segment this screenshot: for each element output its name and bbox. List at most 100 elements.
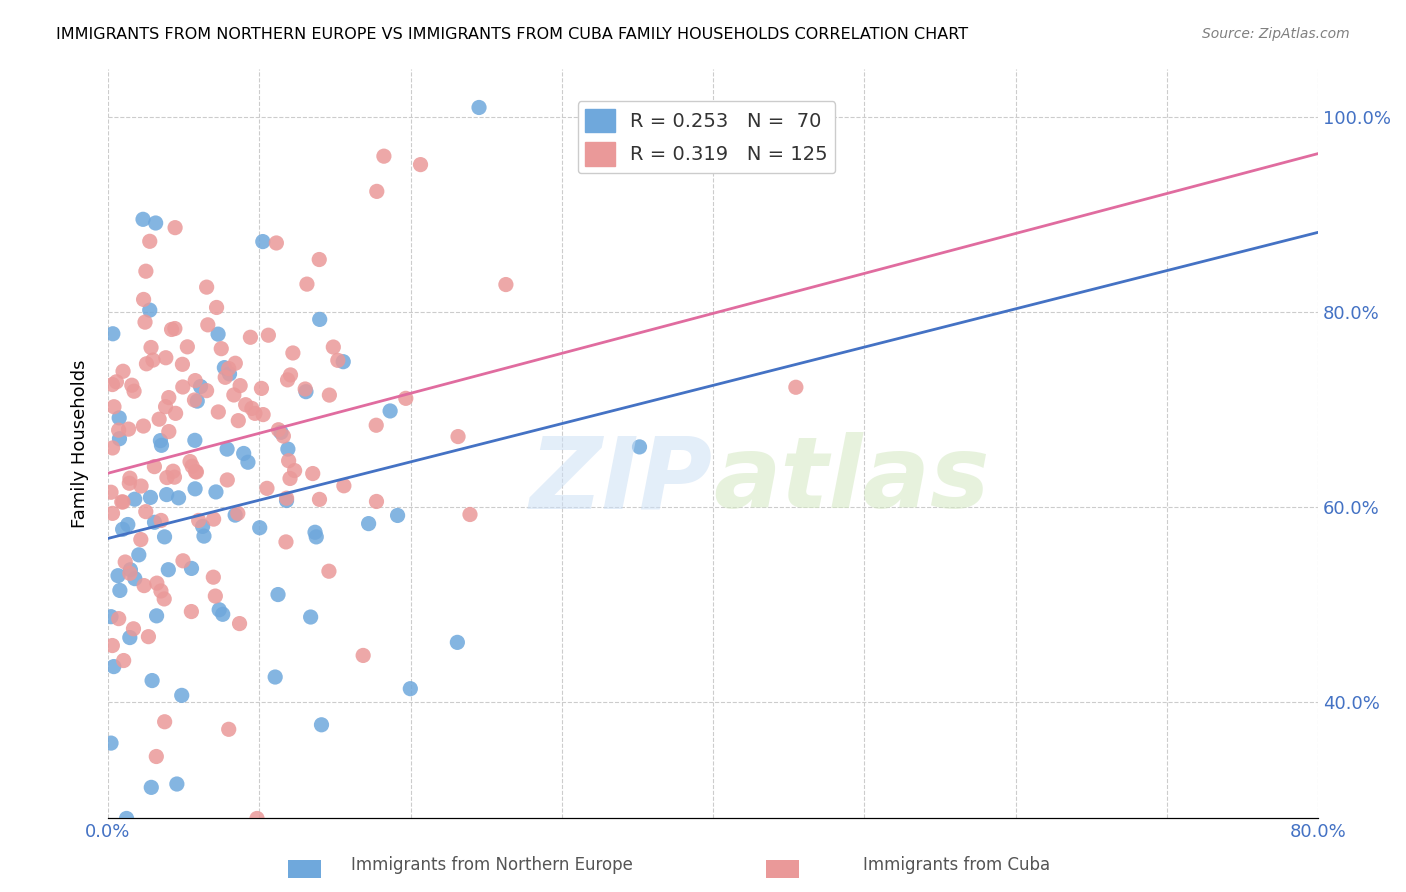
- Point: [157, 563, 180, 577]
- Point: [108, 583, 131, 598]
- Point: [187, 513, 209, 527]
- Point: [193, 529, 215, 543]
- Point: [217, 473, 239, 487]
- Point: [176, 340, 198, 354]
- Point: [156, 487, 179, 501]
- Point: [156, 470, 179, 484]
- Text: atlas: atlas: [713, 433, 990, 530]
- Point: [495, 277, 517, 292]
- Point: [153, 714, 176, 729]
- Point: [267, 588, 290, 602]
- Point: [111, 495, 134, 509]
- Point: [267, 423, 290, 437]
- Point: [172, 554, 194, 568]
- Point: [202, 570, 225, 584]
- Point: [195, 280, 218, 294]
- Point: [378, 404, 401, 418]
- Point: [166, 777, 188, 791]
- Text: IMMIGRANTS FROM NORTHERN EUROPE VS IMMIGRANTS FROM CUBA FAMILY HOUSEHOLDS CORREL: IMMIGRANTS FROM NORTHERN EUROPE VS IMMIG…: [56, 27, 969, 42]
- Point: [100, 736, 122, 750]
- Point: [101, 377, 124, 392]
- Text: ZIP: ZIP: [530, 433, 713, 530]
- Point: [224, 508, 246, 522]
- Point: [167, 491, 190, 505]
- Text: Immigrants from Northern Europe: Immigrants from Northern Europe: [352, 855, 633, 873]
- Point: [111, 522, 134, 536]
- Point: [366, 418, 388, 433]
- Point: [295, 277, 318, 292]
- Point: [299, 610, 322, 624]
- Point: [257, 328, 280, 343]
- Point: [132, 419, 155, 434]
- Point: [218, 367, 240, 381]
- Point: [273, 429, 295, 443]
- Point: [322, 340, 344, 354]
- Point: [184, 482, 207, 496]
- Point: [446, 635, 468, 649]
- Point: [226, 414, 249, 428]
- Point: [128, 548, 150, 562]
- Point: [170, 689, 193, 703]
- Point: [157, 425, 180, 439]
- Point: [202, 512, 225, 526]
- Point: [190, 379, 212, 393]
- Point: [281, 346, 304, 360]
- Point: [155, 351, 177, 365]
- Text: Source: ZipAtlas.com: Source: ZipAtlas.com: [1202, 27, 1350, 41]
- Point: [208, 603, 231, 617]
- Point: [326, 353, 349, 368]
- Point: [115, 812, 138, 826]
- Point: [145, 749, 167, 764]
- Point: [184, 465, 207, 479]
- Point: [149, 434, 172, 448]
- Point: [101, 441, 124, 455]
- Point: [186, 394, 208, 409]
- Point: [141, 780, 163, 795]
- Point: [145, 608, 167, 623]
- Point: [366, 185, 388, 199]
- Point: [186, 465, 208, 479]
- Point: [163, 470, 186, 484]
- Legend: R = 0.253   N =  70, R = 0.319   N = 125: R = 0.253 N = 70, R = 0.319 N = 125: [578, 101, 835, 173]
- Point: [628, 440, 651, 454]
- Point: [311, 718, 333, 732]
- Point: [276, 491, 298, 506]
- Point: [180, 561, 202, 575]
- Point: [101, 326, 124, 341]
- Point: [214, 370, 236, 384]
- Point: [141, 673, 163, 688]
- Point: [357, 516, 380, 531]
- Point: [218, 723, 240, 737]
- Point: [318, 564, 340, 578]
- Point: [172, 357, 194, 371]
- Point: [108, 410, 131, 425]
- Point: [195, 384, 218, 398]
- Point: [157, 391, 180, 405]
- Point: [138, 630, 160, 644]
- Point: [165, 406, 187, 420]
- Point: [103, 659, 125, 673]
- Point: [129, 533, 152, 547]
- Point: [160, 322, 183, 336]
- Point: [114, 555, 136, 569]
- Point: [135, 505, 157, 519]
- Point: [162, 464, 184, 478]
- Point: [101, 639, 124, 653]
- Point: [205, 485, 228, 500]
- Point: [204, 589, 226, 603]
- Point: [135, 264, 157, 278]
- Point: [108, 432, 131, 446]
- Point: [121, 378, 143, 392]
- Point: [165, 220, 187, 235]
- Point: [100, 609, 122, 624]
- Point: [150, 513, 173, 527]
- Point: [211, 607, 233, 622]
- Point: [218, 361, 240, 376]
- Point: [209, 342, 232, 356]
- Point: [153, 591, 176, 606]
- Point: [112, 654, 135, 668]
- Point: [308, 492, 330, 507]
- Point: [295, 384, 318, 399]
- Point: [366, 494, 388, 508]
- Point: [117, 517, 139, 532]
